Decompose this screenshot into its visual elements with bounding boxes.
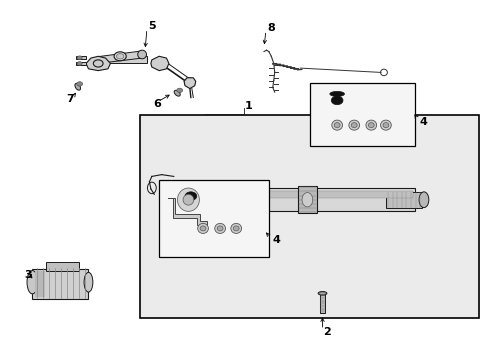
Ellipse shape bbox=[418, 192, 428, 208]
Ellipse shape bbox=[84, 273, 93, 292]
Text: 8: 8 bbox=[267, 23, 275, 33]
Text: 4: 4 bbox=[272, 235, 280, 245]
Ellipse shape bbox=[184, 78, 195, 86]
Ellipse shape bbox=[177, 188, 199, 211]
Bar bbox=[140, 116, 478, 318]
Ellipse shape bbox=[183, 194, 193, 205]
Bar bbox=[32, 269, 88, 300]
Bar bbox=[76, 62, 86, 64]
Bar bbox=[98, 56, 147, 63]
Ellipse shape bbox=[197, 224, 208, 233]
Ellipse shape bbox=[348, 120, 359, 130]
Bar bbox=[159, 180, 268, 257]
Polygon shape bbox=[183, 78, 195, 89]
Polygon shape bbox=[98, 51, 142, 63]
Ellipse shape bbox=[331, 120, 342, 130]
Ellipse shape bbox=[367, 123, 373, 128]
Ellipse shape bbox=[174, 90, 180, 96]
Text: 2: 2 bbox=[323, 327, 330, 337]
Text: 3: 3 bbox=[24, 270, 32, 280]
Circle shape bbox=[330, 96, 342, 105]
Ellipse shape bbox=[200, 226, 205, 231]
Ellipse shape bbox=[350, 123, 356, 128]
Bar bbox=[76, 56, 86, 59]
Ellipse shape bbox=[116, 54, 123, 59]
Ellipse shape bbox=[214, 224, 225, 233]
Ellipse shape bbox=[333, 123, 339, 128]
Text: 5: 5 bbox=[148, 21, 155, 31]
Bar bbox=[319, 294, 325, 313]
Text: 1: 1 bbox=[244, 102, 252, 112]
Bar bbox=[205, 184, 234, 191]
Bar bbox=[171, 192, 412, 198]
Circle shape bbox=[77, 56, 82, 59]
Text: 4: 4 bbox=[418, 117, 426, 127]
Bar bbox=[46, 262, 79, 271]
Ellipse shape bbox=[382, 123, 388, 128]
Ellipse shape bbox=[318, 292, 326, 295]
Text: 6: 6 bbox=[153, 99, 161, 109]
Circle shape bbox=[77, 62, 82, 65]
Circle shape bbox=[176, 88, 182, 93]
Ellipse shape bbox=[27, 271, 38, 294]
Bar bbox=[35, 271, 44, 297]
Polygon shape bbox=[167, 198, 206, 225]
Ellipse shape bbox=[93, 60, 103, 67]
Ellipse shape bbox=[217, 226, 223, 231]
Ellipse shape bbox=[380, 120, 390, 130]
Bar bbox=[168, 188, 414, 211]
Polygon shape bbox=[86, 56, 110, 71]
Text: 7: 7 bbox=[66, 94, 74, 104]
Bar bbox=[385, 192, 422, 208]
Ellipse shape bbox=[302, 193, 312, 207]
Ellipse shape bbox=[329, 91, 344, 96]
Ellipse shape bbox=[233, 226, 239, 231]
Ellipse shape bbox=[365, 120, 376, 130]
Ellipse shape bbox=[230, 224, 241, 233]
Ellipse shape bbox=[170, 182, 206, 218]
Ellipse shape bbox=[138, 50, 146, 59]
Bar bbox=[310, 83, 414, 146]
Ellipse shape bbox=[75, 83, 81, 90]
Polygon shape bbox=[151, 56, 168, 71]
Ellipse shape bbox=[114, 52, 126, 61]
Circle shape bbox=[77, 82, 82, 86]
Circle shape bbox=[184, 192, 196, 201]
Bar bbox=[298, 186, 316, 213]
